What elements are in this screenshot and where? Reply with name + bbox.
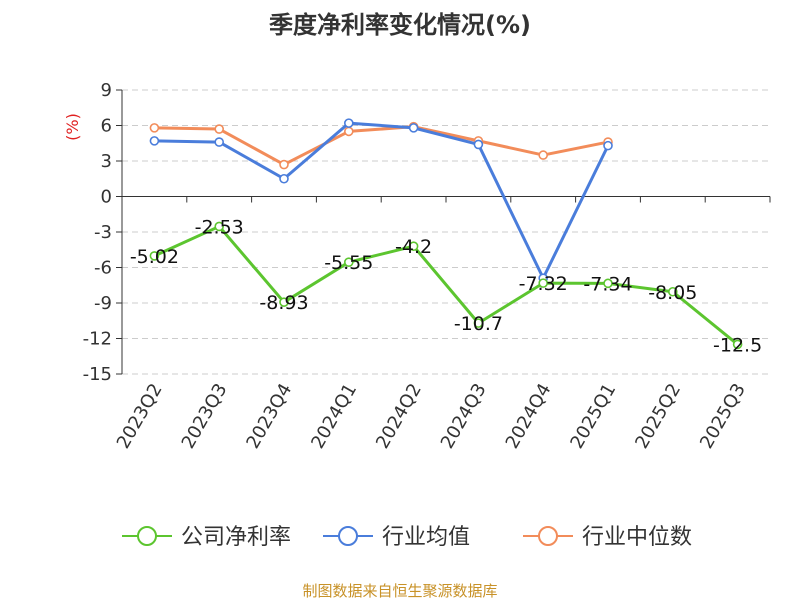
y-tick-label: 6 — [101, 116, 112, 137]
data-point — [667, 286, 678, 297]
data-point — [279, 173, 289, 184]
legend-marker — [338, 526, 358, 546]
data-point — [343, 118, 354, 128]
data-label: -5.02 — [130, 246, 179, 268]
data-point — [343, 126, 354, 137]
data-point — [473, 139, 484, 150]
y-tick-label: -15 — [83, 364, 112, 385]
x-tick-label: 2023Q2 — [113, 380, 167, 452]
data-label: -7.32 — [519, 273, 568, 295]
grid — [122, 89, 770, 375]
x-tick-label: 2024Q3 — [437, 380, 491, 452]
legend-label: 行业均值 — [382, 525, 470, 550]
data-label: -10.7 — [454, 313, 503, 335]
y-tick-label: -12 — [83, 329, 112, 350]
data-point — [279, 297, 289, 307]
x-tick-label: 2024Q2 — [372, 380, 426, 452]
data-point — [149, 251, 160, 261]
y-tick-label: -6 — [94, 258, 112, 279]
legend-label: 公司净利率 — [181, 525, 291, 550]
data-point — [214, 221, 224, 232]
data-point — [149, 136, 160, 146]
legend-item[interactable]: 行业中位数 — [523, 525, 692, 550]
series-line — [154, 121, 610, 280]
legend-item[interactable]: 行业均值 — [323, 525, 470, 550]
data-point — [214, 137, 224, 147]
data-label: -4.2 — [395, 236, 432, 258]
chart-title: 季度净利率变化情况(%) — [269, 11, 531, 39]
data-point — [538, 150, 549, 160]
legend-marker — [137, 526, 157, 546]
y-axis-unit-label: (%) — [63, 113, 82, 141]
data-point — [473, 318, 484, 328]
series-line — [153, 224, 739, 346]
data-point — [408, 123, 419, 133]
legend-item[interactable]: 公司净利率 — [122, 525, 291, 550]
data-label: -8.05 — [648, 282, 697, 304]
data-label: -5.55 — [324, 252, 373, 274]
data-label: -12.5 — [713, 334, 762, 356]
x-tick-label: 2024Q4 — [502, 380, 556, 452]
data-point — [343, 257, 354, 267]
data-point — [603, 278, 613, 289]
data-label: -7.34 — [583, 273, 632, 295]
y-tick-label: 3 — [101, 151, 112, 172]
series-layer — [149, 118, 743, 350]
y-tick-label: 9 — [101, 80, 112, 101]
series-line — [154, 125, 609, 167]
data-point — [538, 278, 549, 288]
data-point — [149, 123, 160, 133]
data-label: -2.53 — [195, 216, 244, 238]
data-point — [279, 159, 289, 170]
x-tick-label: 2023Q4 — [242, 380, 296, 452]
y-tick-label: -3 — [94, 222, 112, 243]
x-tick-label: 2023Q3 — [178, 380, 232, 452]
series-company — [149, 221, 743, 350]
data-label: -8.93 — [259, 292, 308, 314]
legend-marker — [538, 526, 558, 546]
x-tick-label: 2025Q1 — [566, 380, 620, 452]
data-labels: -5.02-2.53-8.93-5.55-4.2-10.7-7.32 -7.34-… — [130, 216, 762, 356]
y-tick-label: 0 — [101, 187, 112, 208]
x-tick-label: 2024Q1 — [307, 380, 361, 452]
data-point — [732, 339, 743, 350]
source-note: 制图数据来自恒生聚源数据库 — [302, 582, 497, 600]
y-tick-label: -9 — [94, 293, 112, 314]
legend-label: 行业中位数 — [582, 525, 692, 550]
data-point — [408, 241, 419, 251]
x-tick-label: 2025Q3 — [696, 380, 750, 452]
legend: 公司净利率 行业均值 行业中位数 — [122, 525, 692, 550]
data-point — [214, 124, 224, 134]
x-tick-label: 2025Q2 — [631, 380, 685, 452]
data-point — [603, 140, 613, 151]
